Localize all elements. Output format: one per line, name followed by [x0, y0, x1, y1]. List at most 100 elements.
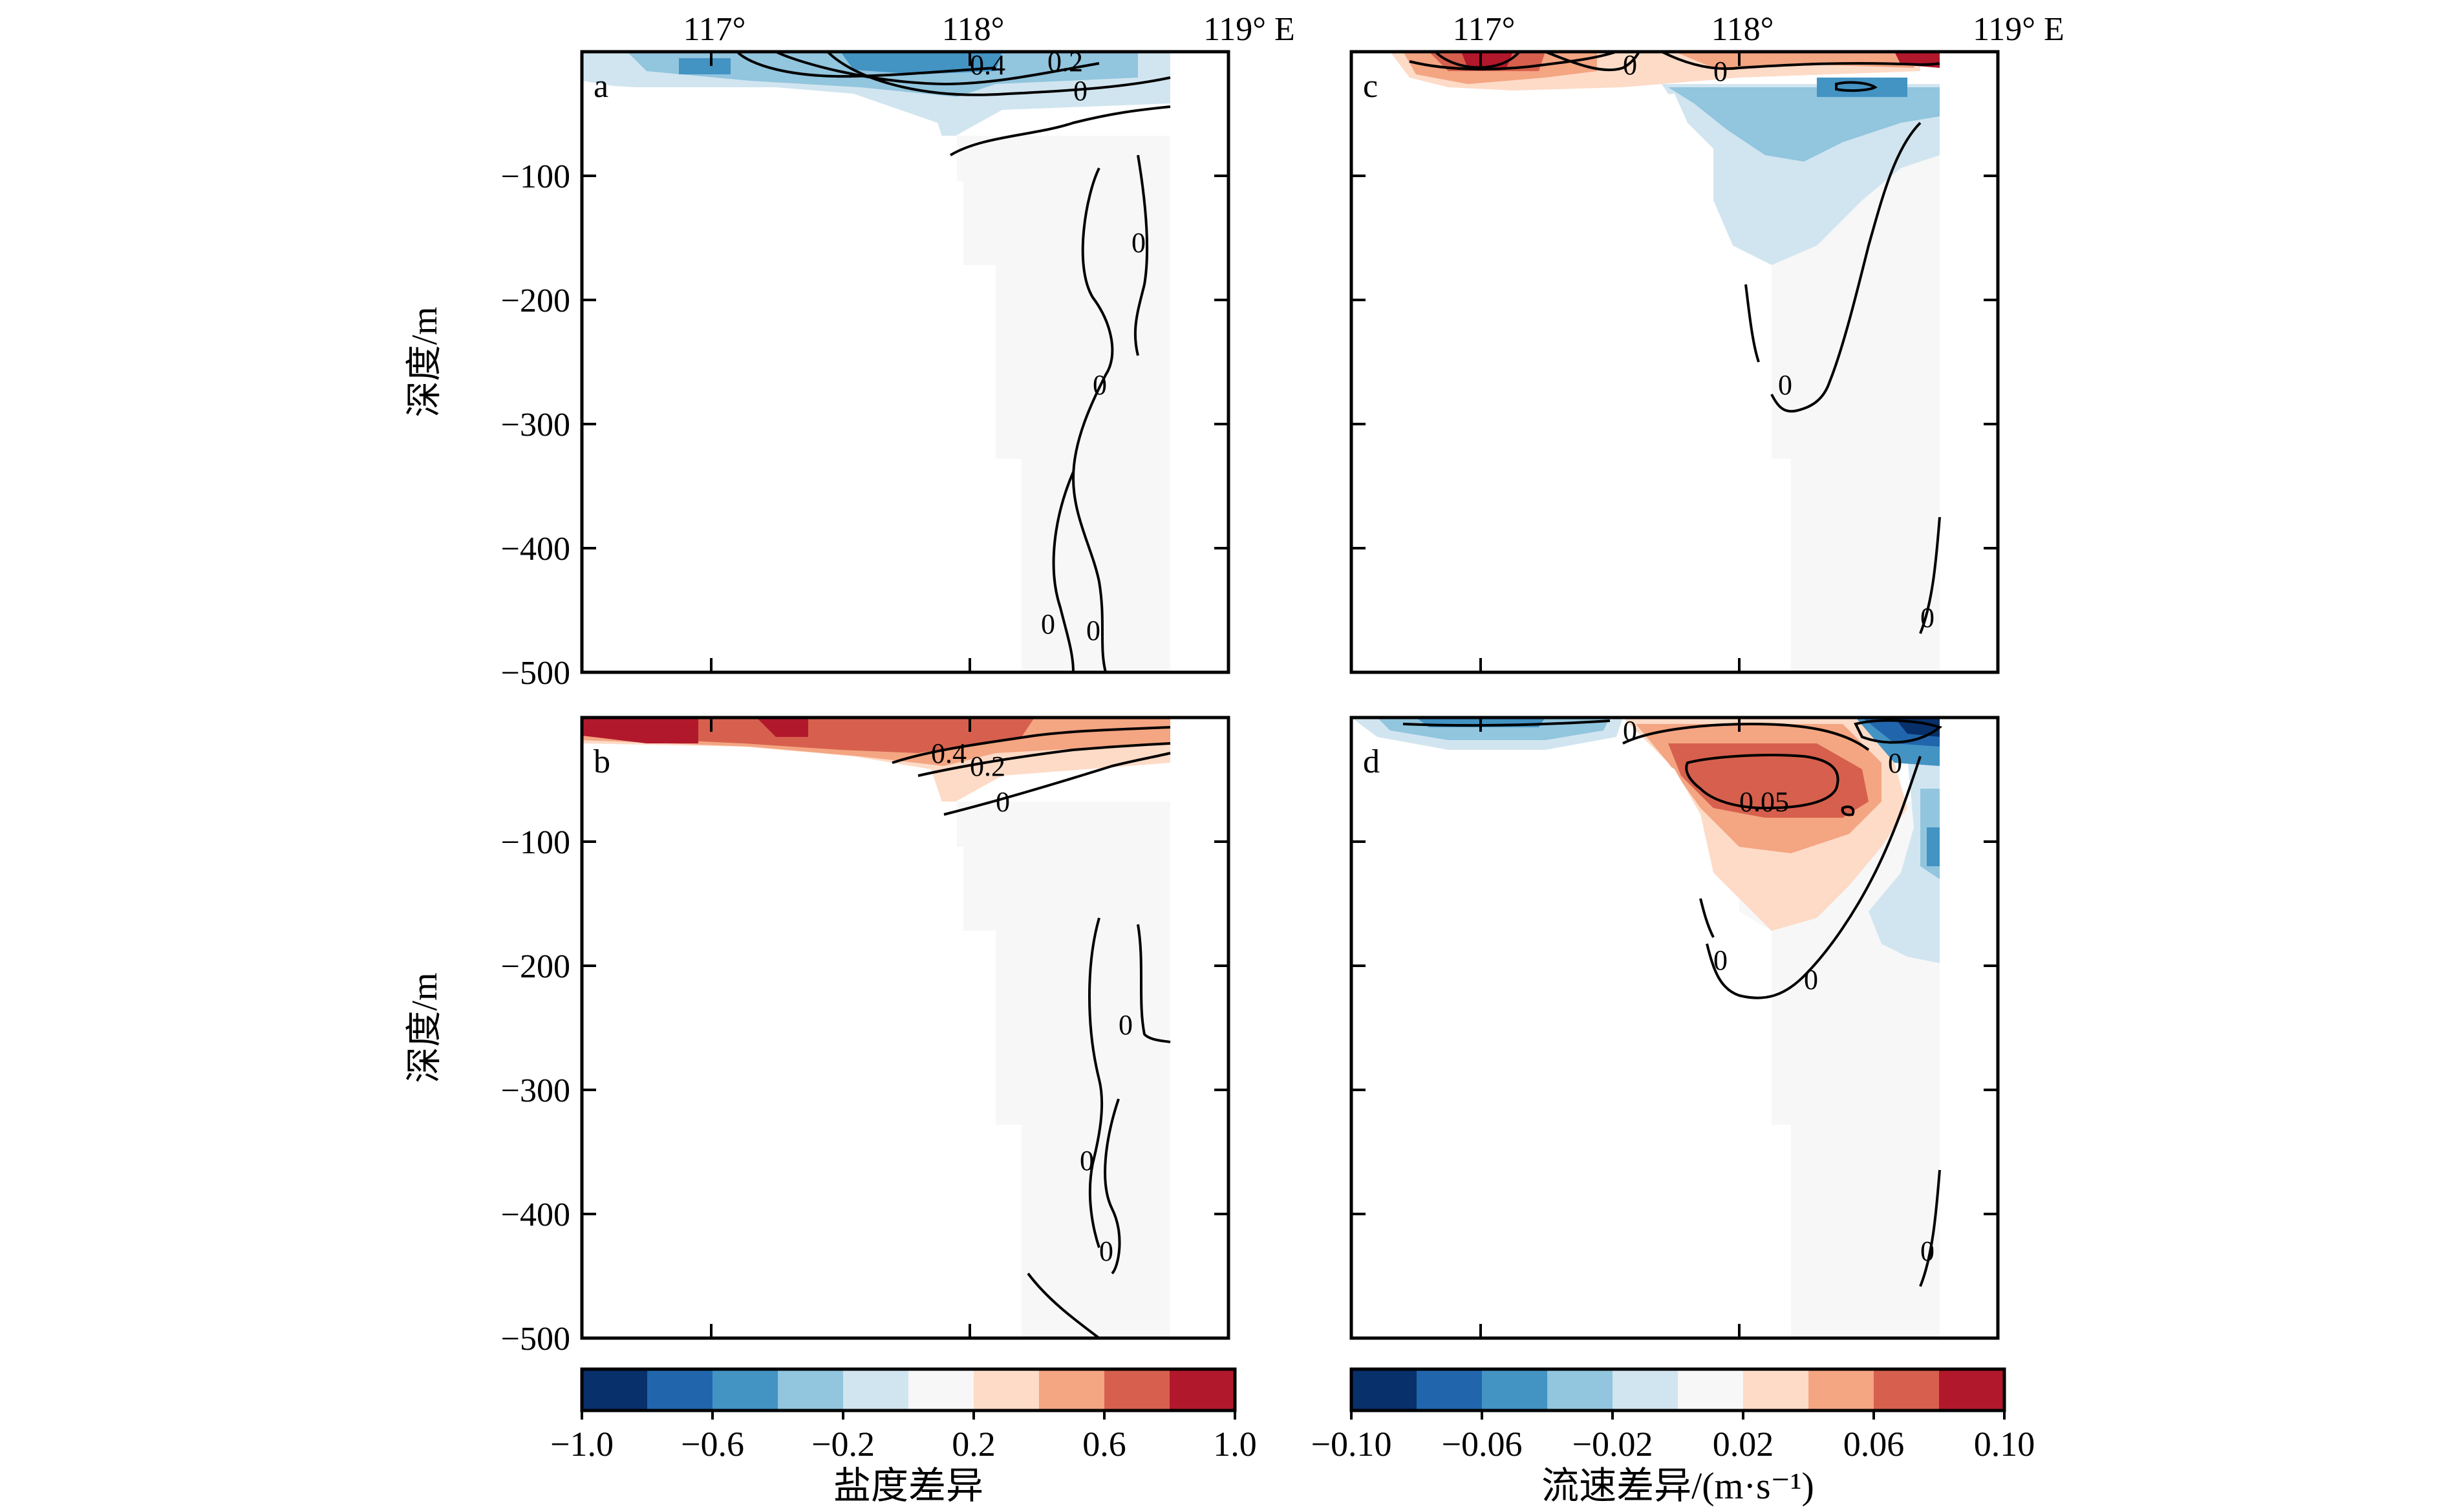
panel-c-contour-0e — [1744, 284, 1760, 363]
colorbar-tick-label: 0.06 — [1843, 1425, 1905, 1464]
colorbar-tick-label: 0.6 — [1082, 1425, 1126, 1464]
panel-b-frame — [580, 716, 1230, 1340]
panel-a-right-mask — [1170, 52, 1228, 672]
colorbar-velocity-swatches — [1351, 1369, 2005, 1411]
panel-a-x-tick-label: 117° — [683, 11, 746, 48]
panel-a: 0.4 0.2 0 0 0 0 0 a 117° 118° 119° E — [405, 11, 1295, 692]
colorbar-swatch — [1678, 1369, 1744, 1411]
panel-a-contour-0e — [1052, 471, 1075, 673]
panel-a-contour-label: 0 — [1073, 75, 1088, 107]
colorbar-tick-label: −0.10 — [1311, 1425, 1392, 1464]
panel-c-letter: c — [1363, 68, 1378, 105]
panel-b-contour-0d — [1104, 1098, 1121, 1275]
colorbar-swatch — [1743, 1369, 1809, 1411]
panel-d-contour-0e — [1919, 1169, 1941, 1287]
colorbar-tick-label: 1.0 — [1213, 1425, 1257, 1464]
colorbar-velocity-frame — [1349, 1367, 2006, 1412]
panel-a-contour-0c — [1071, 167, 1114, 673]
panel-c-contour-0c — [1661, 50, 1940, 70]
panel-d: 0 0.05 0 0 0 0 d — [1349, 715, 2000, 1340]
colorbar-swatch — [1939, 1369, 2005, 1411]
panel-c-fill-dark-red — [1461, 52, 1513, 68]
panel-a-contour-label: 0 — [1131, 227, 1146, 259]
panel-d-right-mask — [1940, 718, 1998, 1338]
panel-b-right-mask — [1170, 718, 1228, 1338]
panel-d-frame — [1349, 716, 2000, 1340]
panel-c-contour-0b — [1545, 50, 1640, 72]
panel-a-y-tick-label: −400 — [501, 531, 570, 568]
panel-d-contour-label: 0 — [1888, 747, 1902, 779]
panel-c-y-axis — [1351, 175, 1998, 549]
colorbar-tick-label: 0.2 — [952, 1425, 996, 1464]
colorbar-salinity-label: 盐度差异 — [833, 1465, 983, 1507]
colorbar-swatch — [713, 1369, 778, 1411]
colorbar-swatch — [843, 1369, 909, 1411]
colorbar-tick-label: −0.02 — [1572, 1425, 1653, 1464]
panel-c-x-axis: 117° 118° 119° E — [1453, 11, 2064, 672]
colorbar-tick-label: −1.0 — [550, 1425, 614, 1464]
panel-a-y-tick-label: −100 — [501, 158, 570, 195]
colorbar-tick-label: −0.2 — [811, 1425, 875, 1464]
panel-d-contour-label: 0 — [1804, 964, 1818, 996]
panel-a-contour-02 — [775, 50, 1100, 86]
panel-b-contour-0e — [1027, 1272, 1100, 1339]
panel-c-contour-0a — [1409, 50, 1617, 70]
panel-d-contour-small — [1841, 805, 1855, 816]
panel-a-contour-label: 0 — [1086, 615, 1100, 646]
colorbar-salinity-swatches — [582, 1369, 1236, 1411]
panel-c-land-mask — [1351, 81, 1772, 672]
colorbar-swatch — [1547, 1369, 1613, 1411]
colorbar-salinity-ticks: −1.0 −0.6 −0.2 0.2 0.6 1.0 — [550, 1411, 1257, 1464]
panel-b-y-tick-label: −400 — [501, 1197, 570, 1233]
colorbar-swatch — [908, 1369, 974, 1411]
panel-c-x-tick-label: 119° E — [1973, 11, 2064, 48]
panel-c-contour-neg — [1835, 81, 1878, 92]
panel-a-y-tick-label: −300 — [501, 407, 570, 443]
panel-a-land-mask — [582, 84, 938, 672]
colorbar-swatch — [647, 1369, 713, 1411]
panel-c-contour-label: 0 — [1778, 369, 1792, 401]
colorbar-swatch — [1417, 1369, 1483, 1411]
colorbar-swatch — [1170, 1369, 1236, 1411]
panel-b-fill-dark-red — [582, 718, 698, 743]
panel-c-frame — [1349, 50, 2000, 674]
panel-a-letter: a — [594, 68, 608, 105]
colorbar-tick-label: 0.02 — [1713, 1425, 1774, 1464]
panel-b-contour-0b — [1088, 917, 1104, 1248]
panel-d-contour-0d — [1699, 898, 1715, 938]
colorbar-swatch — [1039, 1369, 1105, 1411]
panel-a-y-axis-label: 深度/m — [405, 306, 445, 417]
panel-c-contour-label: 0 — [1713, 56, 1728, 87]
panel-a-contour-0d — [1133, 154, 1149, 356]
panel-d-land-mask — [1351, 747, 1772, 1338]
panel-d-contour-005 — [1685, 754, 1839, 810]
colorbar-swatch — [1482, 1369, 1548, 1411]
colorbar-swatch — [1613, 1369, 1678, 1411]
panel-a-contour-label: 0 — [1093, 369, 1107, 401]
panel-a-y-tick-label: −200 — [501, 282, 570, 319]
panel-c-contour-0d — [1770, 122, 1922, 413]
panel-a-fill-mid-blue-2 — [679, 58, 731, 74]
panel-c-fill-blue — [1668, 87, 1940, 162]
panel-b-y-axis-label: 深度/m — [405, 972, 445, 1083]
panel-a-contour-0b — [949, 105, 1171, 156]
colorbar-swatch — [1874, 1369, 1940, 1411]
panel-d-x-axis — [1479, 718, 1741, 1338]
panel-a-x-tick-label: 119° E — [1203, 11, 1295, 48]
panel-b-contour-label: 0.2 — [970, 751, 1005, 782]
panel-a-contour-label: 0 — [1041, 608, 1055, 640]
panel-b-contour-label: 0 — [1080, 1145, 1094, 1177]
colorbar-swatch — [778, 1369, 844, 1411]
panel-b-contour-label: 0 — [1119, 1009, 1133, 1041]
panel-b: 0.4 0.2 0 0 0 0 b −100 −200 −300 −400 −5… — [405, 716, 1230, 1358]
colorbar-swatch — [1808, 1369, 1874, 1411]
panel-a-x-tick-label: 118° — [942, 11, 1005, 48]
colorbar-velocity-ticks: −0.10 −0.06 −0.02 0.02 0.06 0.10 — [1311, 1411, 2035, 1464]
panel-d-contour-0b — [1622, 722, 1870, 751]
panel-b-land-mask-step — [938, 802, 1022, 1338]
colorbar-swatch — [1351, 1369, 1417, 1411]
panel-a-y-tick-label: −500 — [501, 655, 570, 692]
panel-d-contour-label: 0 — [1623, 715, 1637, 747]
panel-d-contour-label: 0 — [1713, 944, 1728, 976]
